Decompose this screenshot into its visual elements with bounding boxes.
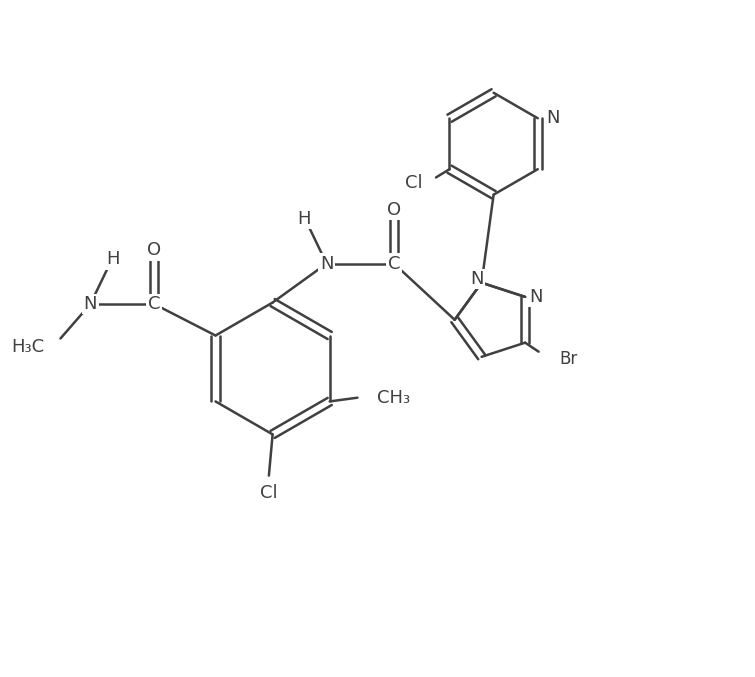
Text: H₃C: H₃C xyxy=(11,338,44,357)
Text: N: N xyxy=(320,255,333,273)
Text: N: N xyxy=(470,270,484,288)
Text: N: N xyxy=(84,295,97,313)
Text: O: O xyxy=(387,200,401,219)
Text: C: C xyxy=(148,295,160,313)
Text: Cl: Cl xyxy=(405,174,423,192)
Text: H: H xyxy=(106,250,119,268)
Text: C: C xyxy=(388,255,400,273)
Text: N: N xyxy=(528,288,542,306)
Text: N: N xyxy=(546,109,559,127)
Text: CH₃: CH₃ xyxy=(377,389,410,407)
Text: Br: Br xyxy=(559,350,578,368)
Text: O: O xyxy=(147,241,161,259)
Text: H: H xyxy=(297,210,311,227)
Text: Cl: Cl xyxy=(260,484,278,502)
